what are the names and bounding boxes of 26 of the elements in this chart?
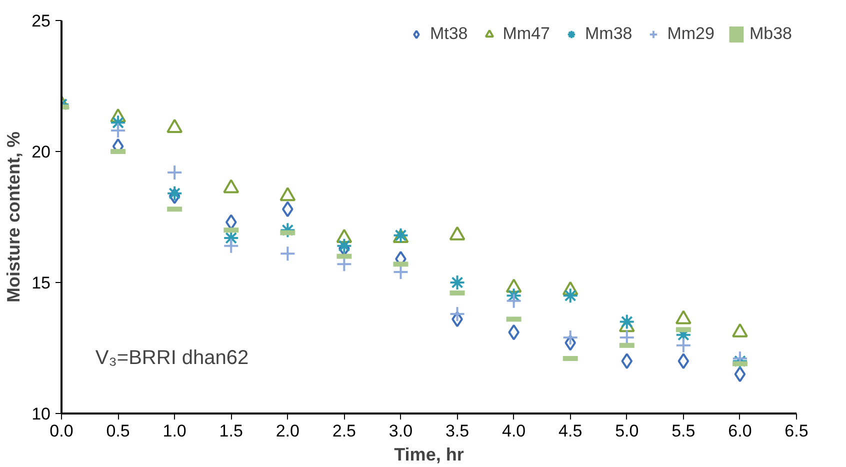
legend-label: Mb38 — [749, 24, 792, 44]
x-tick-label: 3.5 — [445, 422, 470, 440]
x-tick-label: 6.0 — [728, 422, 752, 440]
legend-label: Mm29 — [667, 24, 714, 44]
x-tick-label: 1.0 — [162, 422, 186, 440]
annotation: V₃=BRRI dhan62 — [95, 346, 249, 369]
y-tick-label: 20 — [32, 142, 51, 162]
x-tick-label: 4.5 — [558, 422, 582, 440]
x-tick-label: 5.0 — [615, 422, 639, 440]
x-tick-label: 3.0 — [388, 422, 413, 440]
y-tick-label: 15 — [32, 274, 51, 292]
x-axis-title: Time, hr — [394, 444, 464, 464]
y-tick-label: 10 — [32, 404, 51, 424]
y-tick-label: 25 — [32, 12, 51, 30]
x-tick-label: 6.5 — [784, 422, 808, 440]
x-tick-label: 5.5 — [672, 422, 696, 440]
x-tick-label: 2.0 — [276, 422, 300, 440]
legend-label: Mm38 — [585, 24, 632, 44]
x-tick-label: 2.5 — [332, 422, 356, 440]
legend-label: Mt38 — [430, 24, 468, 44]
x-tick-label: 1.5 — [219, 422, 243, 440]
y-axis-title: Moisture content, % — [4, 131, 24, 303]
x-tick-label: 0.0 — [50, 422, 74, 440]
x-tick-label: 0.5 — [106, 422, 130, 440]
x-tick-label: 4.0 — [502, 422, 526, 440]
legend-label: Mm47 — [502, 24, 550, 44]
